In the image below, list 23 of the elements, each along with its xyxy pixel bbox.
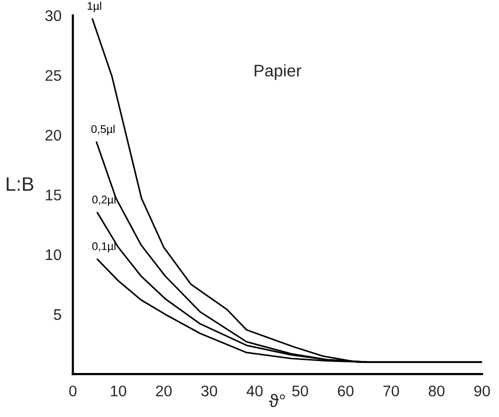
series-label: 0,2µl [92,195,116,206]
x-tick-label: 40 [246,386,263,396]
y-tick-label: 15 [46,190,62,200]
x-axis-title: ϑ° [268,394,285,408]
x-tick-label: 20 [156,386,172,396]
series-label: 0,1µl [92,242,116,252]
y-tick-label: 30 [45,10,62,22]
y-tick-label: 5 [54,309,62,320]
series-label: 1µl [88,2,102,12]
y-axis-title: L:B [6,177,34,191]
x-tick-label: 90 [474,386,490,396]
series-label: 0,5µl [91,124,115,136]
x-tick-label: 10 [110,386,126,396]
x-tick-label: 60 [338,386,354,396]
x-tick-label: 50 [292,386,308,396]
x-tick-label: 70 [383,386,400,396]
x-tick-label: 30 [201,386,218,396]
y-tick-label: 20 [46,130,62,141]
y-tick-label: 10 [46,249,62,260]
x-tick-label: 0 [69,386,77,396]
y-tick-label: 25 [46,70,62,81]
annotation: Papier [254,64,302,80]
x-tick-label: 80 [428,386,444,396]
